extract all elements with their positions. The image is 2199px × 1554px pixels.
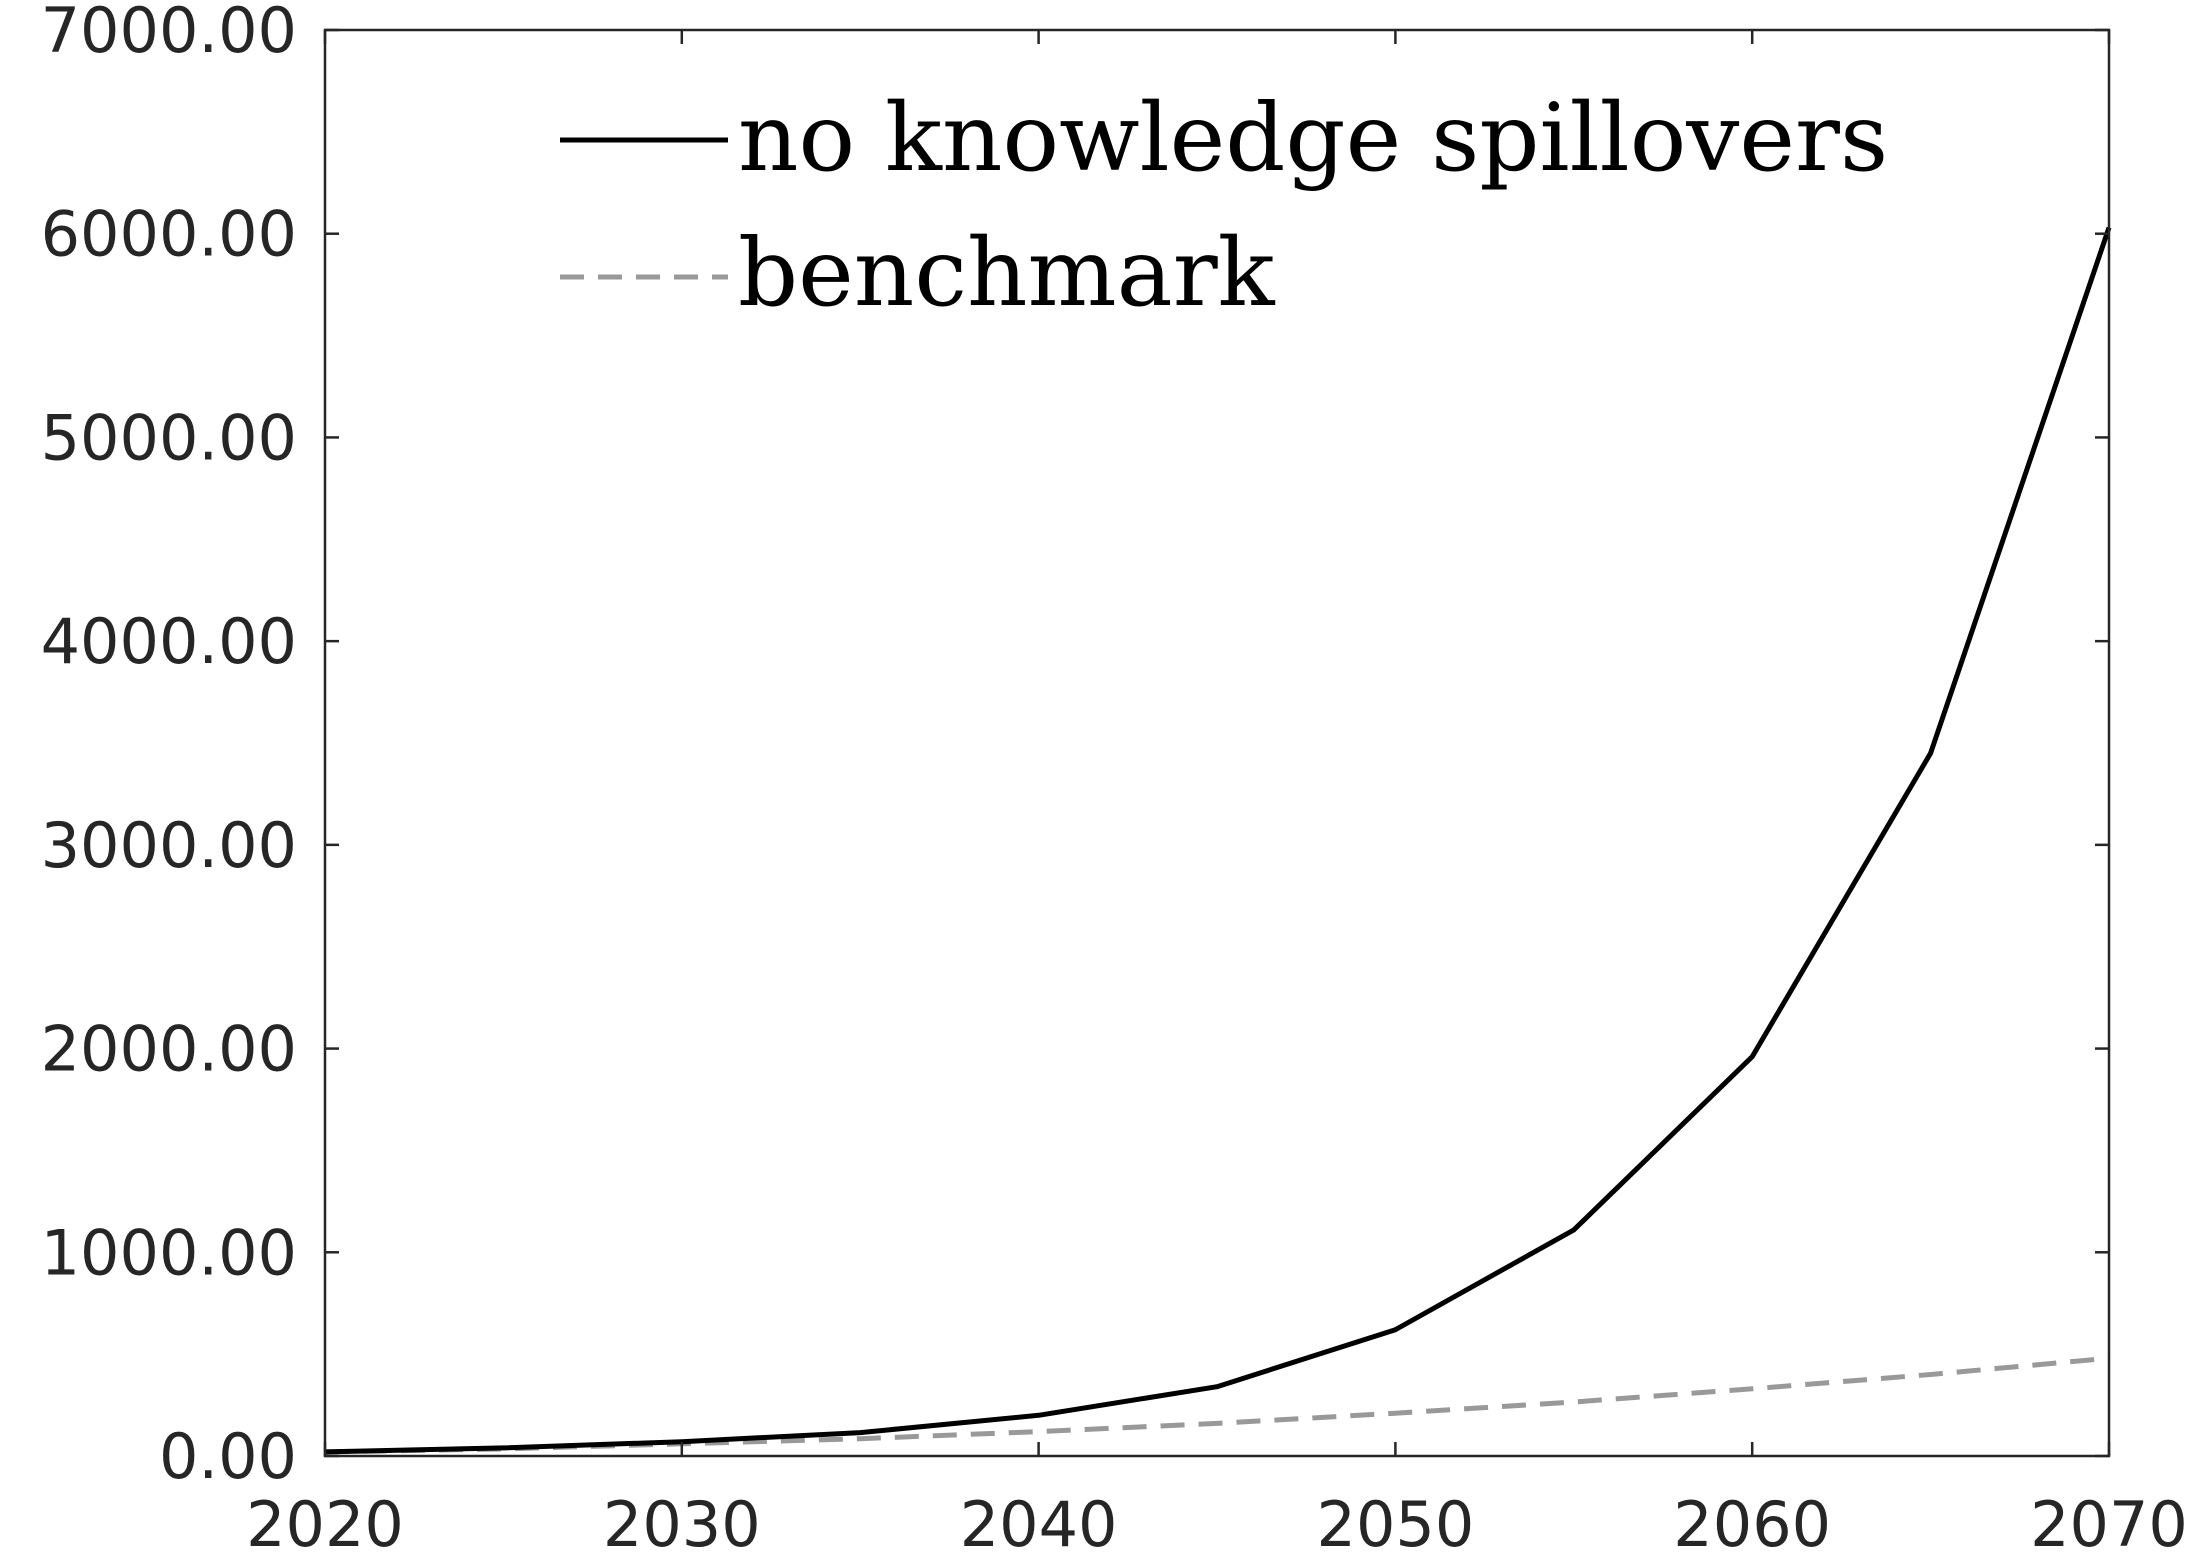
- legend: no knowledge spillovers benchmark: [560, 84, 1888, 328]
- y-tick-label: 1000.00: [41, 1216, 297, 1289]
- y-tick-label: 2000.00: [41, 1013, 297, 1086]
- plot-frame: [323, 28, 2111, 1458]
- legend-label-no-knowledge-spillovers: no knowledge spillovers: [738, 84, 1888, 193]
- x-tick-label: 2050: [1317, 1488, 1475, 1554]
- y-tick-label: 7000.00: [41, 0, 297, 67]
- x-tick-label: 2030: [603, 1488, 761, 1554]
- y-tick-label: 5000.00: [41, 401, 297, 474]
- series-line-no-knowledge-spillovers: [324, 226, 2112, 1455]
- y-tick-label: 4000.00: [41, 605, 297, 678]
- ticks-layer: 2020 2030 2040 2050 2060 2070 0.00 1000.00 2000.…: [41, 0, 2188, 1554]
- y-tick-label: 6000.00: [41, 198, 297, 271]
- x-tick-label: 2020: [246, 1488, 404, 1554]
- y-tick-label: 3000.00: [41, 809, 297, 882]
- x-tick-label: 2060: [1673, 1488, 1831, 1554]
- x-tick-label: 2070: [2030, 1488, 2188, 1554]
- series-layer: [324, 226, 2112, 1455]
- y-tick-label: 0.00: [159, 1420, 297, 1493]
- series-line-benchmark: [324, 1355, 2110, 1455]
- legend-label-benchmark: benchmark: [738, 219, 1276, 328]
- x-tick-label: 2040: [960, 1488, 1118, 1554]
